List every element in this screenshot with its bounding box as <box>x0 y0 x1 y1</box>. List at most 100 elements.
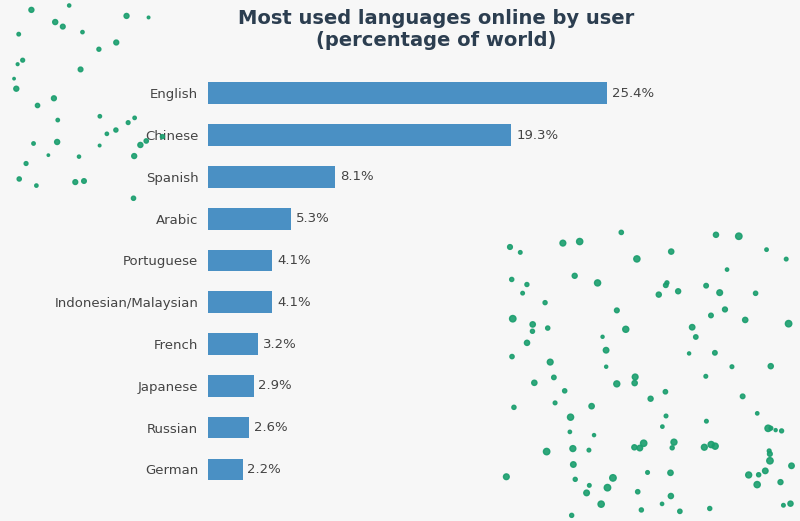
Point <box>700 417 713 425</box>
Point <box>638 439 650 448</box>
Point <box>506 352 518 361</box>
Point <box>606 474 619 482</box>
Point <box>619 325 632 333</box>
Point <box>514 248 526 256</box>
Point <box>13 175 26 183</box>
Point <box>93 45 106 54</box>
Point <box>600 346 613 354</box>
Point <box>703 504 716 513</box>
Point <box>538 299 551 307</box>
Point <box>47 94 60 103</box>
Point <box>557 239 570 247</box>
Point <box>42 151 54 159</box>
Point <box>574 238 586 246</box>
Bar <box>208 291 273 313</box>
Bar <box>208 333 258 355</box>
Point <box>739 316 752 324</box>
Point <box>600 363 613 371</box>
Bar <box>208 166 335 188</box>
Point <box>714 289 726 297</box>
Point <box>74 65 87 73</box>
Point <box>558 387 571 395</box>
Point <box>698 443 710 451</box>
Point <box>705 311 718 319</box>
Point <box>635 506 648 514</box>
Point <box>629 373 642 381</box>
Point <box>547 373 560 381</box>
Point <box>516 289 529 297</box>
Point <box>134 141 146 149</box>
Point <box>588 431 601 439</box>
Point <box>644 394 657 403</box>
Point <box>528 379 541 387</box>
Point <box>667 438 680 446</box>
Text: 4.1%: 4.1% <box>277 296 311 309</box>
Point <box>62 2 75 10</box>
Point <box>780 255 793 263</box>
Point <box>568 271 581 280</box>
Point <box>586 402 598 411</box>
Bar <box>208 82 607 104</box>
Point <box>521 280 534 289</box>
Point <box>142 13 155 21</box>
Point <box>540 448 553 456</box>
Point <box>122 118 134 127</box>
Point <box>782 319 795 328</box>
Point <box>656 423 669 431</box>
Point <box>596 332 609 341</box>
Point <box>507 403 520 412</box>
Point <box>656 500 669 508</box>
Point <box>8 75 21 83</box>
Bar <box>208 417 249 439</box>
Point <box>634 444 646 452</box>
Text: 5.3%: 5.3% <box>296 212 330 225</box>
Point <box>760 245 773 254</box>
Point <box>521 339 534 347</box>
Bar <box>208 375 254 396</box>
Point <box>764 362 777 370</box>
Point <box>763 450 776 458</box>
Point <box>718 305 731 314</box>
Point <box>564 413 577 421</box>
Point <box>156 132 169 141</box>
Point <box>665 492 678 500</box>
Point <box>101 130 114 138</box>
Point <box>569 475 582 483</box>
Point <box>110 126 122 134</box>
Point <box>544 358 557 366</box>
Point <box>94 141 106 150</box>
Point <box>784 500 797 508</box>
Point <box>770 426 782 435</box>
Point <box>699 372 712 380</box>
Point <box>672 287 685 295</box>
Bar <box>208 124 511 146</box>
Point <box>659 281 672 289</box>
Point <box>50 138 63 146</box>
Point <box>664 468 677 477</box>
Text: 3.2%: 3.2% <box>263 338 297 351</box>
Point <box>73 153 86 161</box>
Point <box>30 181 42 190</box>
Point <box>751 409 764 417</box>
Point <box>503 243 516 251</box>
Text: 2.9%: 2.9% <box>258 379 292 392</box>
Point <box>580 489 593 497</box>
Point <box>542 324 554 332</box>
Point <box>641 468 654 477</box>
Point <box>566 511 578 519</box>
Point <box>127 194 140 203</box>
Point <box>567 461 580 469</box>
Point <box>140 137 153 145</box>
Point <box>709 349 722 357</box>
Title: Most used languages online by user
(percentage of world): Most used languages online by user (perc… <box>238 9 634 50</box>
Text: 4.1%: 4.1% <box>277 254 311 267</box>
Point <box>526 320 539 329</box>
Point <box>736 392 749 401</box>
Point <box>10 84 22 93</box>
Point <box>628 443 641 452</box>
Point <box>56 22 69 31</box>
Point <box>665 247 678 256</box>
Point <box>500 473 513 481</box>
Text: 2.2%: 2.2% <box>247 463 281 476</box>
Point <box>31 101 44 109</box>
